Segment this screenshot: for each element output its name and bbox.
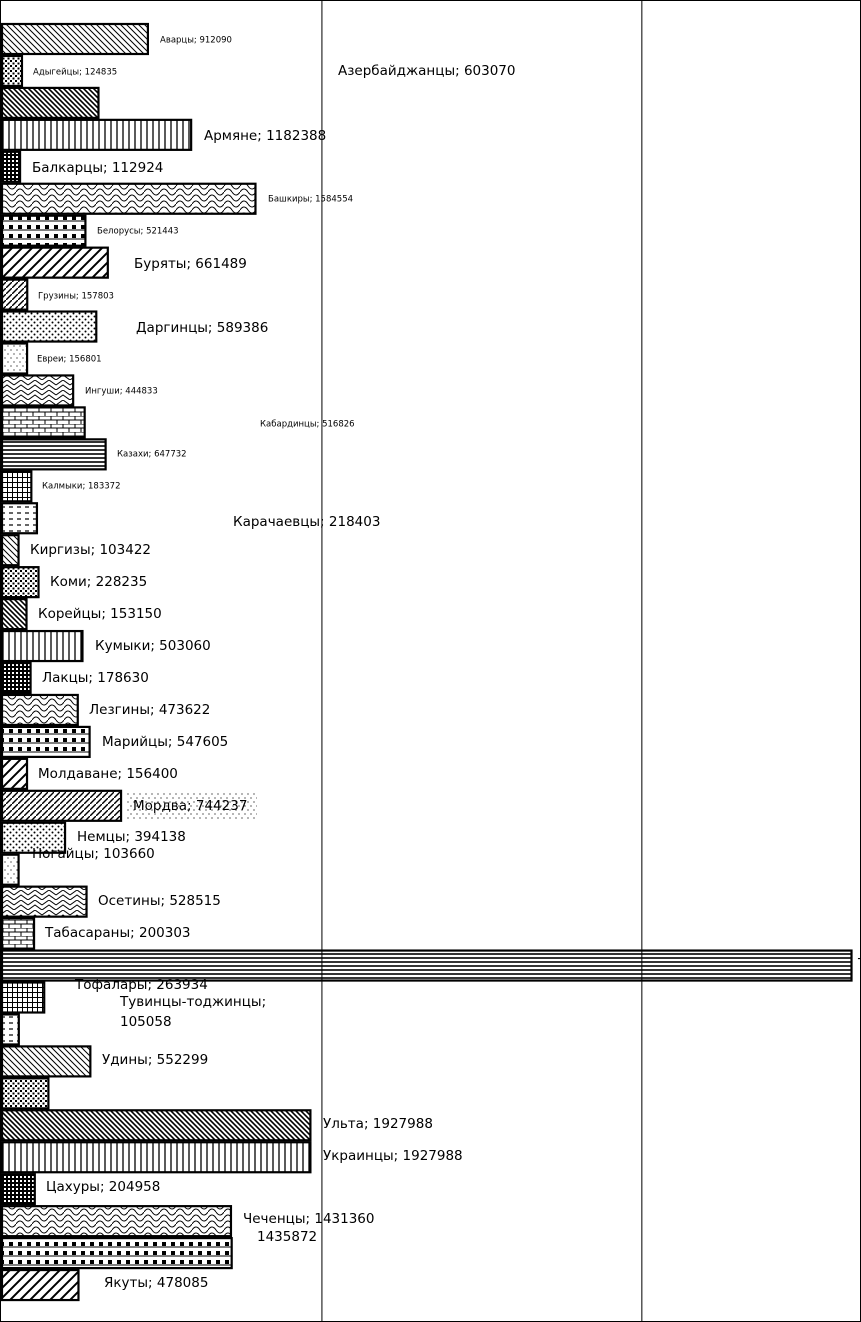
bar — [0, 470, 33, 503]
bar — [0, 54, 24, 88]
data-label: Украинцы; 1927988 — [323, 1148, 463, 1164]
data-label: Грузины; 157803 — [38, 292, 114, 302]
bar — [0, 661, 32, 695]
data-label: Табасараны; 200303 — [44, 925, 191, 941]
data-label: Башкиры; 1584554 — [268, 195, 353, 205]
data-label: Молдаване; 156400 — [38, 766, 178, 782]
bar — [0, 885, 88, 918]
data-label: Киргизы; 103422 — [30, 542, 151, 558]
bar — [0, 246, 109, 279]
data-label: Армяне; 1182388 — [204, 128, 326, 144]
data-label: Чеченцы; 1431360 — [243, 1211, 374, 1227]
data-label: Удины; 552299 — [102, 1052, 208, 1068]
data-label: Адыгейцы; 124835 — [33, 68, 117, 78]
bar — [0, 150, 22, 183]
bar — [0, 502, 39, 535]
bar — [0, 1077, 50, 1110]
data-label: Даргинцы; 589386 — [136, 320, 268, 336]
data-label: Марийцы; 547605 — [102, 734, 228, 750]
bar — [0, 1109, 312, 1142]
bar — [0, 214, 87, 247]
data-label: Коми; 228235 — [50, 574, 147, 590]
data-label: 1435872 — [257, 1229, 317, 1245]
bar — [0, 278, 29, 311]
bar — [0, 310, 98, 343]
bar — [0, 1045, 92, 1078]
data-label: Тофалары; 263934 — [74, 977, 208, 993]
bar — [0, 853, 20, 886]
bar — [0, 406, 86, 439]
bar — [0, 917, 36, 950]
bar — [0, 1173, 36, 1206]
bar — [0, 22, 150, 56]
data-label: Корейцы; 153150 — [38, 606, 162, 622]
data-label: Осетины; 528515 — [98, 893, 221, 909]
data-label: Якуты; 478085 — [104, 1275, 208, 1291]
data-label: Ногайцы; 103660 — [32, 846, 155, 862]
bar — [0, 1236, 233, 1270]
bar — [0, 1141, 312, 1174]
data-label: Аварцы; 912090 — [160, 36, 232, 46]
bar — [0, 342, 29, 375]
bar — [0, 1205, 233, 1238]
data-label: Калмыки; 183372 — [42, 482, 120, 492]
bar — [0, 182, 257, 215]
bar — [0, 693, 79, 727]
data-label: Ульта; 1927988 — [323, 1116, 433, 1132]
bar — [0, 438, 107, 471]
data-label: Казахи; 647732 — [117, 450, 187, 460]
bar — [0, 118, 193, 151]
data-label: Азербайджанцы; 603070 — [338, 63, 515, 79]
data-label: Немцы; 394138 — [77, 829, 186, 845]
bar — [0, 757, 29, 790]
bar — [0, 1013, 20, 1046]
data-label: Кумыки; 503060 — [95, 638, 211, 654]
label-background — [127, 791, 257, 821]
data-label: Белорусы; 521443 — [97, 227, 179, 237]
data-label: Карачаевцы; 218403 — [233, 514, 380, 530]
data-label: Лакцы; 178630 — [42, 670, 149, 686]
bar — [0, 725, 91, 759]
bar — [0, 1268, 80, 1302]
data-label: Цахуры; 204958 — [46, 1179, 160, 1195]
data-label: Татары; 5310649 — [857, 956, 861, 972]
data-label: Тувинцы-тоджинцы; 105058 — [119, 994, 266, 1030]
bar — [0, 86, 100, 120]
data-label: Кабардинцы; 516826 — [260, 420, 355, 430]
bar — [0, 374, 75, 407]
data-label: Евреи; 156801 — [37, 355, 102, 365]
data-label: Буряты; 661489 — [134, 256, 247, 272]
bar — [0, 821, 67, 854]
bar — [0, 981, 46, 1014]
data-label: Ингуши; 444833 — [85, 387, 158, 397]
bar — [0, 949, 853, 982]
data-label: Мордва; 744237 — [133, 798, 247, 814]
bar — [0, 597, 28, 631]
data-label: Лезгины; 473622 — [89, 702, 210, 718]
data-label-line: 105058 — [120, 1014, 172, 1030]
bar — [0, 789, 123, 822]
bar — [0, 629, 84, 663]
bar — [0, 566, 40, 599]
bar — [0, 534, 20, 567]
data-label: Балкарцы; 112924 — [32, 160, 163, 176]
data-label-line: Тувинцы-тоджинцы; — [119, 994, 266, 1010]
